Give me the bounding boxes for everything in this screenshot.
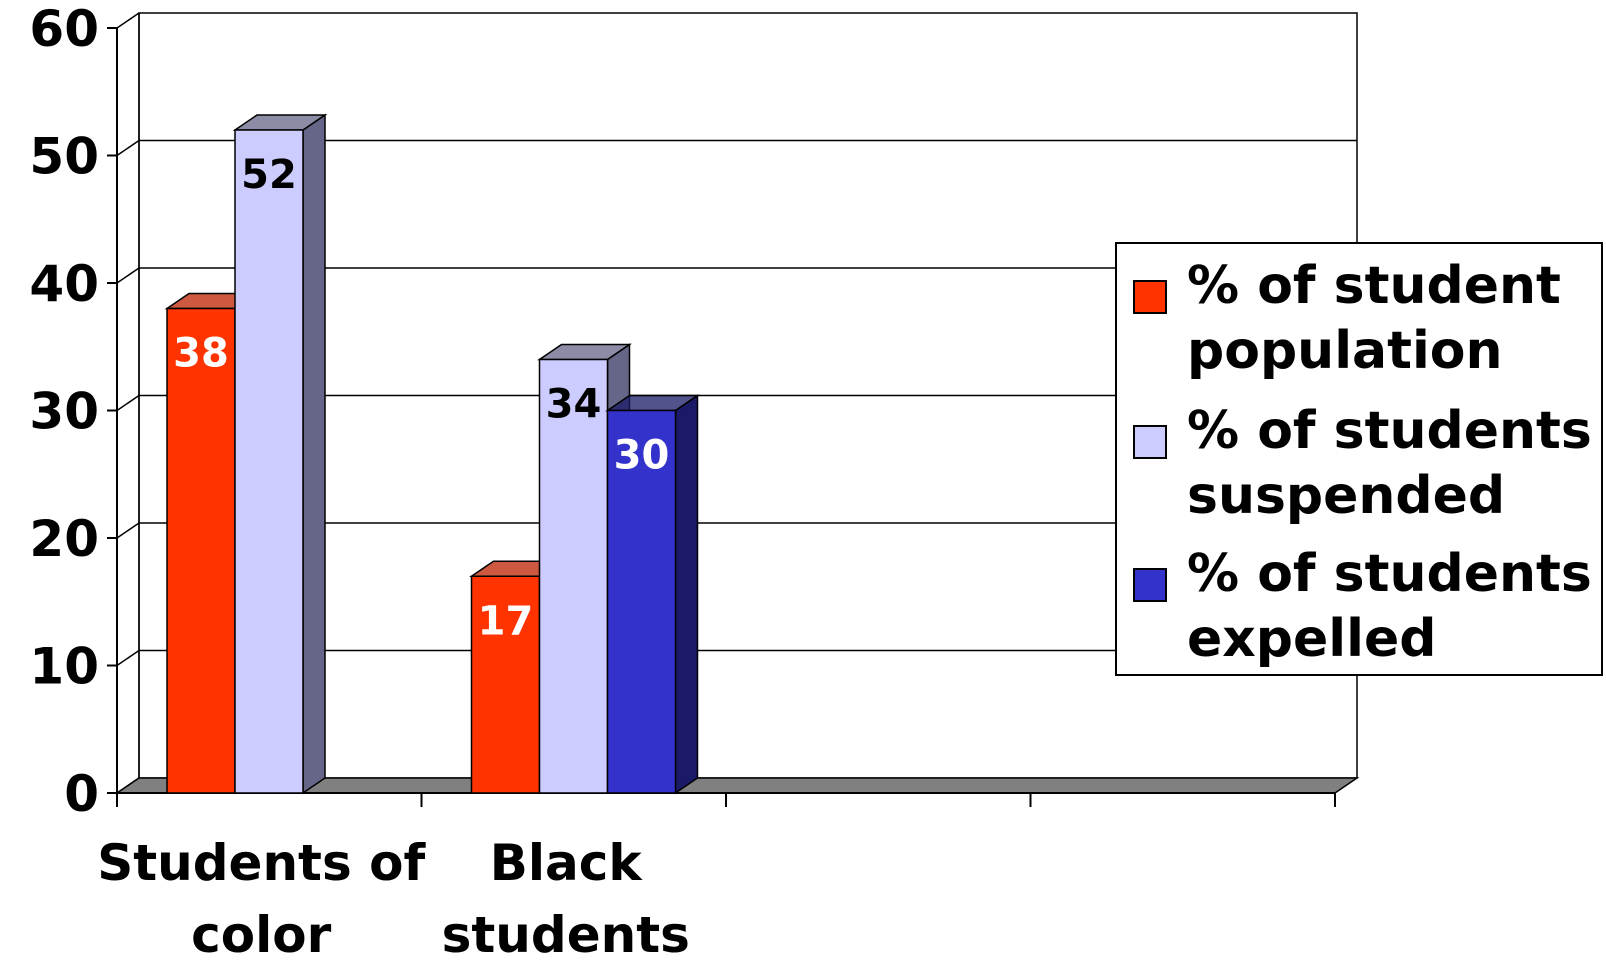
data-labels: 38 52 17 34 30: [173, 152, 669, 644]
legend-swatch-population: [1133, 280, 1167, 314]
bars: [164, 113, 700, 795]
legend-label-population: % of student population: [1187, 256, 1561, 381]
gridline-diagonal: [116, 522, 140, 539]
gridline-diagonal: [116, 267, 140, 284]
data-label: 52: [241, 152, 297, 198]
legend-label-suspended: % of students suspended: [1187, 401, 1592, 526]
legend-item-population: % of student population: [1133, 254, 1597, 384]
bar: [470, 575, 541, 794]
data-label: 17: [478, 598, 534, 644]
legend-item-suspended: % of students suspended: [1133, 399, 1597, 529]
data-label: 34: [546, 382, 602, 428]
legend-item-expelled: % of students expelled: [1133, 542, 1597, 672]
y-tick-label: 40: [29, 255, 99, 313]
legend-swatch-expelled: [1133, 568, 1167, 602]
y-tick-label: 30: [29, 383, 99, 441]
gridline-diagonal: [116, 139, 140, 157]
x-tick-label: Black students: [442, 834, 690, 960]
y-tick-label: 50: [29, 128, 99, 186]
legend-swatch-suspended: [1133, 425, 1167, 459]
y-tick-label: 20: [29, 510, 99, 568]
axes: [107, 13, 1360, 807]
data-label: 30: [614, 433, 670, 479]
bar: [538, 358, 609, 794]
gridline-diagonal: [116, 649, 140, 667]
legend: % of student population % of students su…: [1115, 242, 1603, 676]
bar-side: [674, 394, 699, 795]
x-tick-label: Students of color: [97, 834, 426, 960]
data-label: 38: [173, 331, 229, 377]
bar: [234, 129, 304, 794]
y-tick-label: 10: [29, 638, 99, 696]
legend-label-expelled: % of students expelled: [1187, 544, 1592, 669]
bar: [606, 409, 677, 794]
y-tick-label: 0: [64, 765, 99, 823]
y-tick-label: 60: [29, 0, 99, 58]
gridline-diagonal: [116, 394, 140, 412]
bar-side: [302, 113, 326, 795]
gridline-diagonal: [116, 12, 140, 29]
bar: [166, 307, 236, 794]
